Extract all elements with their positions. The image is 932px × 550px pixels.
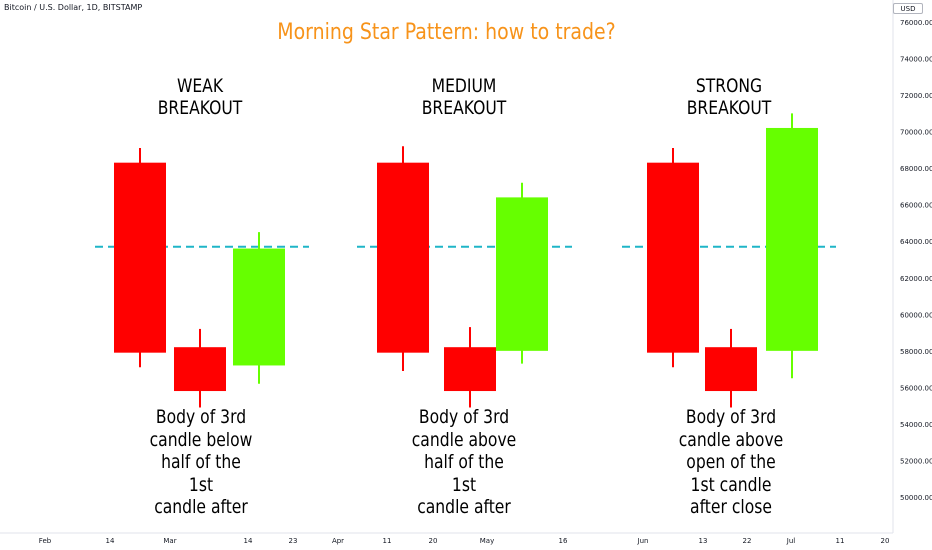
- x-tick-label: 23: [289, 537, 298, 545]
- bearish-candle: [705, 347, 757, 392]
- group-caption-line: candle above: [411, 428, 517, 451]
- y-tick-label: 70000.00: [900, 129, 932, 137]
- group-caption-line: open of the: [686, 451, 776, 473]
- group-caption-line: Body of 3rd: [685, 406, 777, 428]
- group-heading-line: MEDIUM: [431, 75, 497, 97]
- y-tick-label: 52000.00: [900, 457, 932, 465]
- group-heading-line: BREAKOUT: [686, 97, 772, 119]
- group-heading-line: BREAKOUT: [157, 97, 243, 119]
- group-heading-line: BREAKOUT: [421, 97, 507, 119]
- x-tick-label: 22: [743, 537, 752, 545]
- bearish-candle: [114, 162, 166, 353]
- y-tick-label: 50000.00: [900, 494, 932, 502]
- y-tick-label: 62000.00: [900, 275, 932, 283]
- group-caption-line: 1st: [188, 473, 214, 496]
- y-tick-label: 60000.00: [900, 311, 932, 319]
- x-tick-label: May: [480, 537, 494, 545]
- y-tick-label: 58000.00: [900, 348, 932, 356]
- y-tick-label: 56000.00: [900, 384, 932, 392]
- group-caption-line: Body of 3rd: [418, 406, 510, 428]
- chart-title: Morning Star Pattern: how to trade?: [277, 20, 616, 45]
- y-tick-label: 68000.00: [900, 165, 932, 173]
- group-caption-line: candle above: [678, 428, 784, 451]
- bullish-candle: [496, 197, 548, 351]
- x-tick-label: Mar: [163, 537, 176, 545]
- y-tick-label: 74000.00: [900, 56, 932, 64]
- x-tick-label: 14: [244, 537, 253, 545]
- y-tick-label: 76000.00: [900, 19, 932, 27]
- y-tick-label: 66000.00: [900, 202, 932, 210]
- bullish-candle: [766, 127, 818, 351]
- y-tick-label: 72000.00: [900, 92, 932, 100]
- group-caption-line: candle below: [149, 428, 253, 451]
- group-caption-line: candle after: [417, 496, 511, 518]
- group-caption-line: 1st candle: [690, 473, 772, 496]
- group-heading-line: WEAK: [176, 75, 224, 97]
- bearish-candle: [174, 347, 226, 392]
- x-tick-label: Feb: [39, 537, 52, 545]
- x-tick-label: 16: [559, 537, 568, 545]
- currency-button[interactable]: USD: [893, 3, 923, 14]
- bearish-candle: [647, 162, 699, 353]
- y-tick-label: 64000.00: [900, 238, 932, 246]
- x-tick-label: 20: [429, 537, 438, 545]
- group-caption-line: candle after: [154, 496, 248, 518]
- x-tick-label: 20: [881, 537, 890, 545]
- group-caption-line: after close: [690, 496, 772, 518]
- x-tick-label: 13: [699, 537, 708, 545]
- group-caption-line: Body of 3rd: [155, 406, 247, 428]
- group-caption-line: half of the: [424, 451, 504, 473]
- bearish-candle: [377, 162, 429, 353]
- x-tick-label: 11: [383, 537, 392, 545]
- x-tick-label: 11: [836, 537, 845, 545]
- bullish-candle: [233, 248, 285, 366]
- bearish-candle: [444, 347, 496, 392]
- group-caption-line: 1st: [451, 473, 477, 496]
- y-tick-label: 54000.00: [900, 421, 932, 429]
- group-heading-line: STRONG: [695, 75, 763, 97]
- x-tick-label: Apr: [332, 537, 344, 545]
- x-tick-label: 14: [106, 537, 115, 545]
- x-tick-label: Jul: [786, 537, 796, 545]
- group-caption-line: half of the: [161, 451, 241, 473]
- symbol-header: Bitcoin / U.S. Dollar, 1D, BITSTAMP: [4, 3, 143, 12]
- x-tick-label: Jun: [637, 537, 649, 545]
